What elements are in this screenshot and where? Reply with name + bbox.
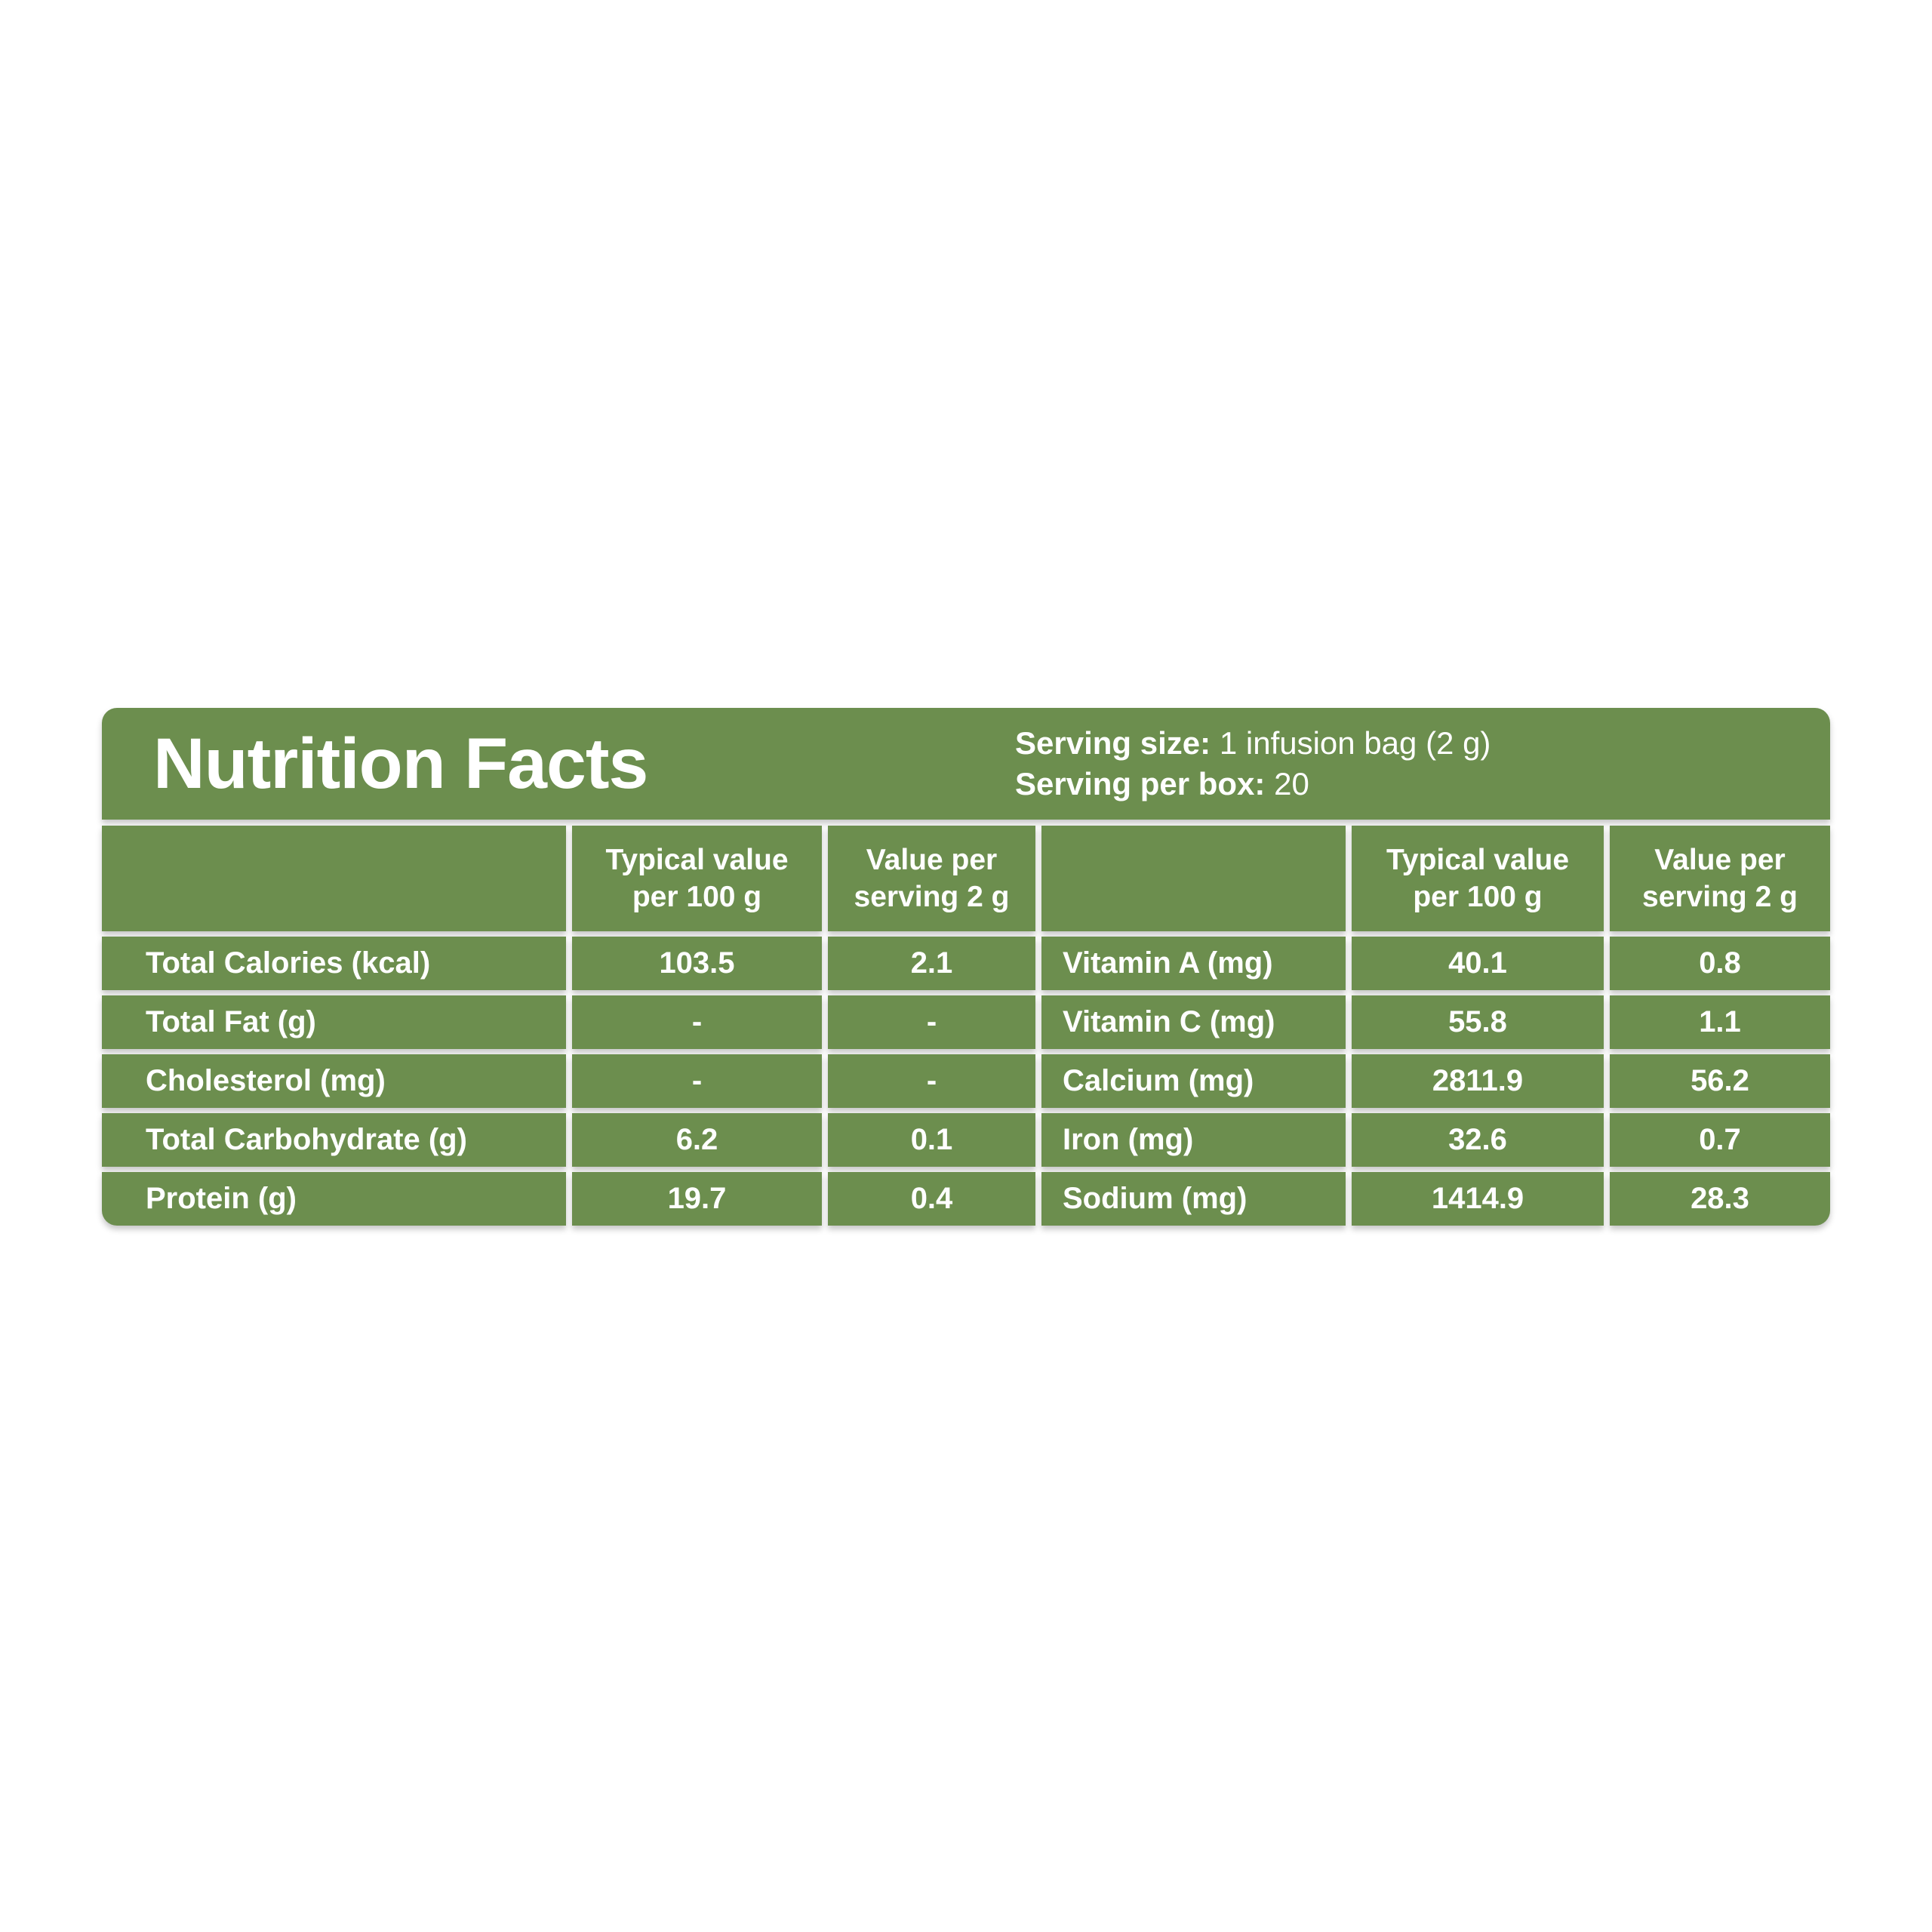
value-iron-per100: 32.6 bbox=[1352, 1113, 1604, 1167]
column-header-line: Value per bbox=[1654, 844, 1786, 876]
value-protein-per-serving: 0.4 bbox=[828, 1172, 1035, 1226]
row-label-vitamin-a: Vitamin A (mg) bbox=[1041, 937, 1346, 990]
nutrition-facts-panel: Nutrition Facts Serving size: 1 infusion … bbox=[102, 708, 1830, 1226]
row-label-sodium: Sodium (mg) bbox=[1041, 1172, 1346, 1226]
value-calcium-per-serving: 56.2 bbox=[1610, 1054, 1830, 1108]
serving-per-box-value: 20 bbox=[1274, 766, 1309, 801]
value-calcium-per100: 2811.9 bbox=[1352, 1054, 1604, 1108]
column-header-typical-left: Typical value per 100 g bbox=[572, 826, 822, 931]
serving-size-value: 1 infusion bag (2 g) bbox=[1219, 725, 1491, 761]
column-header-line: per 100 g bbox=[632, 881, 762, 913]
column-header-typical-right: Typical value per 100 g bbox=[1352, 826, 1604, 931]
serving-per-box-label: Serving per box: bbox=[1015, 766, 1266, 801]
header-cell-right-spacer bbox=[1041, 826, 1346, 931]
serving-size-label: Serving size: bbox=[1015, 725, 1211, 761]
value-total-carbohydrate-per-serving: 0.1 bbox=[828, 1113, 1035, 1167]
row-label-total-carbohydrate: Total Carbohydrate (g) bbox=[102, 1113, 566, 1167]
column-header-line: serving 2 g bbox=[1642, 881, 1798, 913]
column-header-line: Value per bbox=[866, 844, 998, 876]
value-sodium-per-serving: 28.3 bbox=[1610, 1172, 1830, 1226]
value-cholesterol-per100: - bbox=[572, 1054, 822, 1108]
value-iron-per-serving: 0.7 bbox=[1610, 1113, 1830, 1167]
row-label-total-calories: Total Calories (kcal) bbox=[102, 937, 566, 990]
value-cholesterol-per-serving: - bbox=[828, 1054, 1035, 1108]
column-header-line: Typical value bbox=[1386, 844, 1570, 876]
header-cell-left-spacer bbox=[102, 826, 566, 931]
value-total-calories-per-serving: 2.1 bbox=[828, 937, 1035, 990]
column-header-line: Typical value bbox=[605, 844, 789, 876]
value-total-fat-per100: - bbox=[572, 995, 822, 1049]
value-vitamin-c-per-serving: 1.1 bbox=[1610, 995, 1830, 1049]
value-sodium-per100: 1414.9 bbox=[1352, 1172, 1604, 1226]
column-header-line: serving 2 g bbox=[854, 881, 1010, 913]
value-vitamin-a-per100: 40.1 bbox=[1352, 937, 1604, 990]
row-label-cholesterol: Cholesterol (mg) bbox=[102, 1054, 566, 1108]
value-total-fat-per-serving: - bbox=[828, 995, 1035, 1049]
value-protein-per100: 19.7 bbox=[572, 1172, 822, 1226]
value-vitamin-a-per-serving: 0.8 bbox=[1610, 937, 1830, 990]
panel-title: Nutrition Facts bbox=[153, 723, 648, 804]
value-vitamin-c-per100: 55.8 bbox=[1352, 995, 1604, 1049]
serving-size-line: Serving size: 1 infusion bag (2 g) bbox=[1015, 723, 1491, 764]
row-label-iron: Iron (mg) bbox=[1041, 1113, 1346, 1167]
serving-per-box-line: Serving per box: 20 bbox=[1015, 764, 1491, 804]
row-label-vitamin-c: Vitamin C (mg) bbox=[1041, 995, 1346, 1049]
column-header-line: per 100 g bbox=[1413, 881, 1543, 913]
value-total-calories-per100: 103.5 bbox=[572, 937, 822, 990]
serving-info: Serving size: 1 infusion bag (2 g) Servin… bbox=[1015, 723, 1491, 804]
row-label-protein: Protein (g) bbox=[102, 1172, 566, 1226]
value-total-carbohydrate-per100: 6.2 bbox=[572, 1113, 822, 1167]
column-header-per-serving-right: Value per serving 2 g bbox=[1610, 826, 1830, 931]
row-label-total-fat: Total Fat (g) bbox=[102, 995, 566, 1049]
column-header-per-serving-left: Value per serving 2 g bbox=[828, 826, 1035, 931]
header-band: Nutrition Facts Serving size: 1 infusion … bbox=[102, 708, 1830, 820]
nutrition-table: Typical value per 100 g Value per servin… bbox=[102, 826, 1830, 1226]
row-label-calcium: Calcium (mg) bbox=[1041, 1054, 1346, 1108]
